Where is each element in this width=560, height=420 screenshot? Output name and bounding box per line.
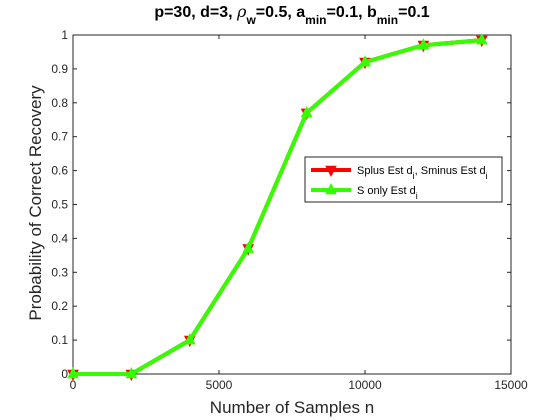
y-tick-label: 0.5 bbox=[51, 198, 68, 212]
data-point-marker bbox=[359, 55, 371, 67]
text-part: w bbox=[245, 13, 256, 27]
y-tick-label: 0.8 bbox=[51, 96, 68, 110]
text-part: min bbox=[377, 13, 398, 27]
data-point-marker bbox=[67, 367, 79, 379]
axes: 0 5000 10000 15000 0 0.1 0.2 0.3 0.4 0.5 0.6 0.7 0.8… bbox=[51, 28, 528, 392]
legend-label: S only Est di bbox=[357, 185, 418, 201]
text-part: Splus Est d bbox=[357, 165, 413, 177]
y-tick-label: 0.9 bbox=[51, 62, 68, 76]
data-point-marker bbox=[475, 33, 488, 45]
data-point-marker bbox=[300, 106, 313, 118]
y-tick-label: 0.7 bbox=[51, 130, 68, 144]
text-part: =0.5, a bbox=[256, 4, 305, 21]
legend: Splus Est di, Sminus Est diS only Est di bbox=[304, 156, 503, 203]
legend-marker bbox=[325, 165, 337, 177]
legend-box bbox=[304, 156, 503, 203]
legend-marker bbox=[325, 183, 337, 195]
x-tick-label: 5000 bbox=[206, 378, 233, 392]
text-part: ρ bbox=[236, 2, 247, 21]
y-tick-label: 0.3 bbox=[51, 265, 68, 279]
data-point-marker bbox=[417, 38, 430, 50]
x-tick-label: 0 bbox=[70, 378, 77, 392]
data-point-marker bbox=[242, 241, 255, 253]
text-part: p=30, d=3, bbox=[154, 4, 237, 21]
y-tick-label: 0.4 bbox=[51, 231, 68, 245]
y-tick-label: 1 bbox=[61, 28, 68, 42]
y-tick-label: 0.6 bbox=[51, 164, 68, 178]
text-part: S only Est d bbox=[357, 185, 416, 197]
series-2 bbox=[67, 33, 488, 379]
legend-item-2: S only Est di bbox=[311, 183, 418, 201]
text-part: min bbox=[305, 13, 326, 27]
text-part: =0.1 bbox=[398, 4, 430, 21]
x-tick-label: 15000 bbox=[494, 378, 528, 392]
plot-series bbox=[67, 33, 488, 381]
chart-text: p=30, d=3, ρw=0.5, amin=0.1, bmin=0.1 Nu… bbox=[26, 2, 430, 417]
text-part: , Sminus Est d bbox=[415, 165, 486, 177]
y-axis-label: Probability of Correct Recovery bbox=[26, 85, 45, 321]
y-tick-label: 0 bbox=[61, 367, 68, 381]
legend-label: Splus Est di, Sminus Est di bbox=[357, 165, 488, 181]
x-axis-label: Number of Samples n bbox=[210, 398, 374, 417]
text-part: i bbox=[486, 171, 488, 181]
text-part: =0.1, b bbox=[327, 4, 377, 21]
text-part: i bbox=[416, 191, 418, 201]
chart-title: p=30, d=3, ρw=0.5, amin=0.1, bmin=0.1 bbox=[154, 2, 429, 27]
legend-item-1: Splus Est di, Sminus Est di bbox=[311, 165, 488, 181]
text-part: i bbox=[413, 171, 415, 181]
y-tick-label: 0.2 bbox=[51, 299, 68, 313]
plot-area bbox=[72, 34, 512, 375]
data-point-marker bbox=[125, 367, 138, 379]
x-tick-label: 10000 bbox=[348, 378, 382, 392]
series-line bbox=[71, 38, 484, 376]
data-point-marker bbox=[183, 333, 196, 345]
y-tick-label: 0.1 bbox=[51, 333, 68, 347]
